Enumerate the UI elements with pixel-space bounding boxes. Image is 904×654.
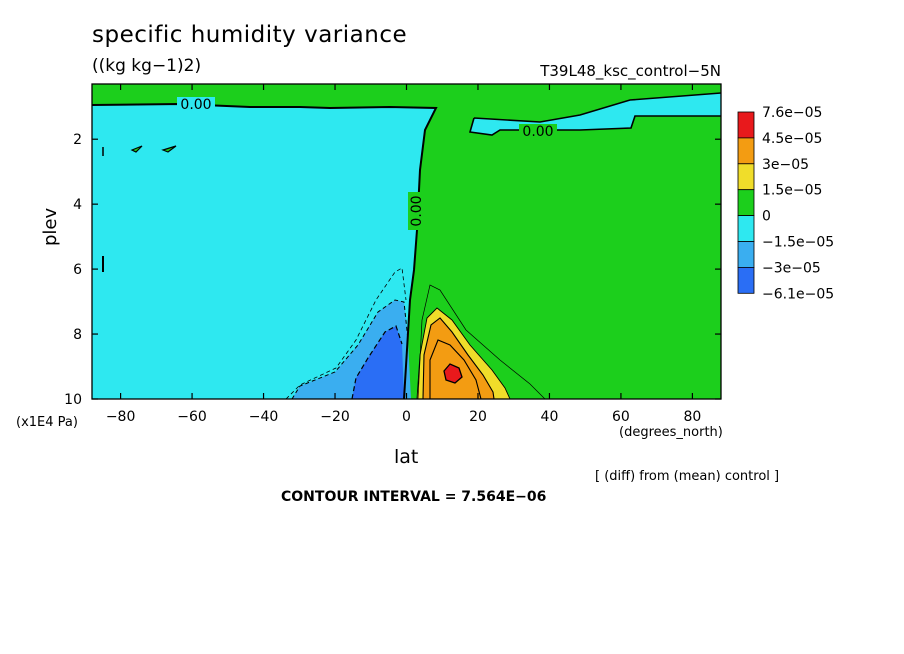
- legend-swatch: [737, 111, 755, 139]
- x-tick-label: −60: [177, 409, 207, 425]
- x-axis-units: (degrees_north): [619, 425, 723, 440]
- legend-level-label: 4.5e−05: [762, 131, 822, 147]
- x-tick-label: 20: [469, 409, 487, 425]
- diff-note: [ (diff) from (mean) control ]: [595, 469, 780, 484]
- contour-label-zero-sh: 0.00: [180, 97, 211, 113]
- x-tick-label: 40: [541, 409, 559, 425]
- color-legend: 7.6e−05 4.5e−05 3e−05 1.5e−05 0 −1.5e−05 −3e−0…: [737, 105, 834, 302]
- contour-interval: CONTOUR INTERVAL = 7.564E−06: [281, 489, 547, 505]
- pos-contour-line-4: [429, 339, 482, 399]
- legend-swatch: [737, 189, 755, 216]
- legend-level-label: 7.6e−05: [762, 105, 822, 121]
- legend-swatch: [737, 266, 755, 294]
- pos-contour-line-1: [417, 284, 546, 399]
- y-tick-label: 8: [73, 327, 82, 343]
- sh-small-feature-1: [130, 145, 143, 153]
- legend-level-label: 3e−05: [762, 157, 809, 173]
- x-tick-label: −80: [106, 409, 136, 425]
- y-tick-label: 2: [73, 132, 82, 148]
- x-tick-label: 0: [402, 409, 411, 425]
- x-tick-label: 80: [683, 409, 701, 425]
- y-tick-label: 10: [64, 392, 82, 408]
- run-name: T39L48_ksc_control−5N: [540, 62, 721, 80]
- x-axis-label: lat: [394, 446, 419, 468]
- legend-swatch: [737, 215, 755, 242]
- legend-swatch: [737, 163, 755, 191]
- y-tick-label: 6: [73, 262, 82, 278]
- pos-contour-line-2: [416, 307, 511, 399]
- legend-level-label: −6.1e−05: [762, 286, 834, 302]
- neg-contour-dashed-2: [291, 299, 409, 399]
- sh-small-feature-2: [161, 145, 177, 153]
- contour-label-zero-nh: 0.00: [522, 124, 553, 140]
- contour-label-zero-eq: 0.00: [409, 195, 425, 226]
- region-maximum: [444, 364, 462, 383]
- legend-swatch: [737, 137, 755, 165]
- legend-level-label: 1.5e−05: [762, 183, 822, 199]
- max-contour-line: [443, 363, 463, 384]
- contour-labels: 0.00 0.00 0.00: [177, 97, 557, 230]
- x-tick-label: 60: [612, 409, 630, 425]
- legend-level-label: −3e−05: [762, 260, 821, 276]
- region-pos-level3: [423, 318, 494, 399]
- axes: −80 −60 −40 −20 0 20 40 60 80 2 4 6 8 10: [64, 84, 721, 425]
- neg-contour-dashed-3: [351, 325, 403, 399]
- legend-level-label: 0: [762, 209, 771, 225]
- legend-swatch: [737, 241, 755, 268]
- region-negative-sh: [92, 104, 436, 399]
- x-tick-label: −20: [320, 409, 350, 425]
- region-neg-level3: [352, 326, 404, 399]
- pos-contour-line-3: [422, 317, 495, 399]
- legend-level-label: −1.5e−05: [762, 235, 834, 251]
- x-tick-label: −40: [249, 409, 279, 425]
- chart-units: ((kg kg−1)2): [92, 56, 202, 76]
- y-axis-units: (x1E4 Pa): [16, 415, 78, 430]
- zero-contour-line: [92, 102, 438, 399]
- chart-title: specific humidity variance: [92, 22, 408, 48]
- y-tick-label: 4: [73, 197, 82, 213]
- contour-lines: [92, 92, 721, 399]
